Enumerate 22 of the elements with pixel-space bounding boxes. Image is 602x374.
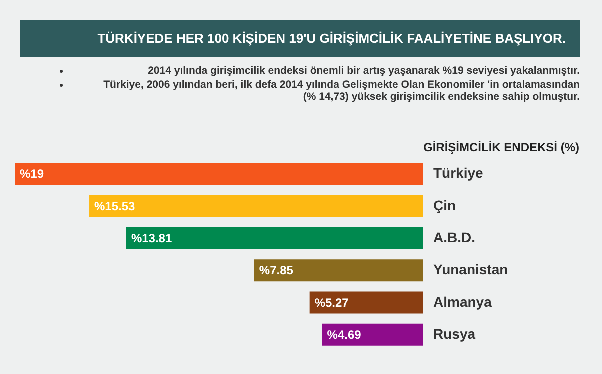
x-axis-title: GİRİŞİMCİLİK ENDEKSİ (%) (424, 140, 580, 154)
chart-title: TÜRKİYEDE HER 100 KİŞİDEN 19'U GİRİŞİMCİLİK FAALİYETİNE BAŞLIYOR. (20, 20, 580, 57)
y-tick-label: Rusya (434, 326, 476, 342)
data-label: %19 (20, 167, 44, 182)
bar (322, 324, 423, 346)
bar (90, 195, 423, 218)
data-label: %7.85 (259, 264, 294, 278)
y-tick-label: Almanya (434, 294, 492, 310)
y-tick-label: A.B.D. (434, 229, 476, 246)
y-tick-label: Yunanistan (434, 262, 508, 278)
bar (254, 260, 423, 282)
data-label: %13.81 (131, 231, 172, 246)
bar (126, 227, 423, 250)
text: 2014 yılında girişimcilik endeksi önemli bir artış yaşanarak %19 seviyesi yakalanmıştır. (147, 65, 580, 77)
text: Türkiye, 2006 yılından beri, ilk defa 2014 yılında Gelişmekte Olan Ekonomiler 'in ortalamasından (% 14,73) yüksek girişimcilik endeksine sahip olmuştur. (102, 79, 580, 103)
bar (15, 163, 423, 186)
data-label: %5.27 (314, 296, 350, 310)
y-tick-label: Türkiye (434, 165, 484, 182)
y-tick-label: Çin (434, 197, 456, 214)
bar (310, 292, 423, 314)
data-label: %15.53 (94, 199, 136, 214)
data-label: %4.69 (327, 328, 362, 342)
